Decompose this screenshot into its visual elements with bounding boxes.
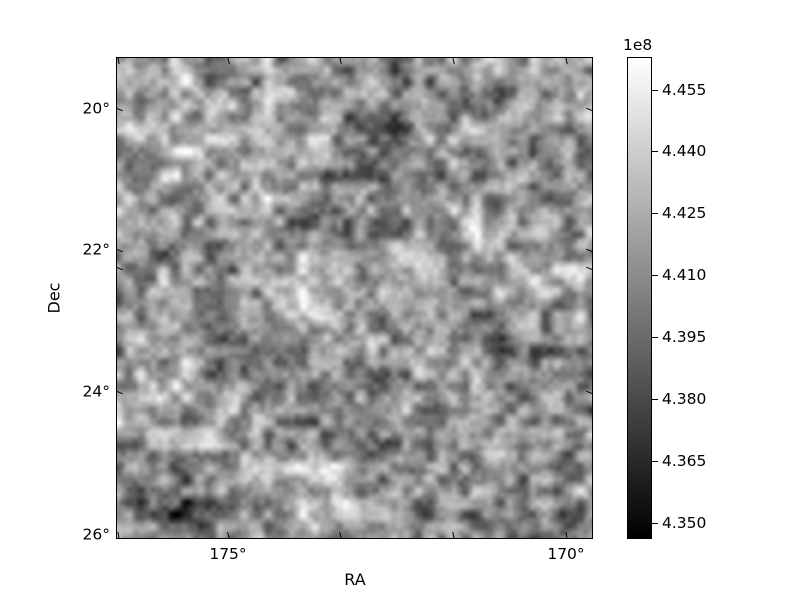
y-axis-ticklabel: 20° bbox=[82, 99, 110, 118]
colorbar-ticklabel: 4.395 bbox=[662, 328, 707, 346]
y-axis-ticklabel: 24° bbox=[82, 382, 110, 401]
colorbar-tickmark bbox=[652, 523, 658, 525]
colorbar-tickmark bbox=[652, 337, 658, 339]
x-axis-ticklabel: 170° bbox=[547, 545, 585, 563]
colorbar-ticklabel: 4.380 bbox=[662, 390, 707, 408]
x-axis-label: RA bbox=[344, 570, 366, 589]
y-axis-label: Dec bbox=[44, 282, 64, 314]
colorbar-ticklabel: 4.410 bbox=[662, 266, 707, 284]
colorbar-ticklabel: 4.350 bbox=[662, 514, 707, 532]
sky-image-axes[interactable] bbox=[116, 57, 593, 539]
colorbar-tickmark bbox=[652, 151, 658, 153]
colorbar-offset-text: 1e8 bbox=[623, 36, 653, 54]
colorbar-ticklabel: 4.425 bbox=[662, 204, 707, 222]
sky-heatmap-image bbox=[117, 58, 592, 538]
colorbar-tickmark bbox=[652, 399, 658, 401]
y-axis-ticklabel: 26° bbox=[82, 525, 110, 544]
y-axis-ticklabel: 22° bbox=[82, 240, 110, 259]
colorbar-tickmark bbox=[652, 213, 658, 215]
colorbar-tickmark bbox=[652, 90, 658, 92]
colorbar-ticklabel: 4.365 bbox=[662, 452, 707, 470]
colorbar-tickmark bbox=[652, 275, 658, 277]
colorbar-ticklabel: 4.440 bbox=[662, 142, 707, 160]
colorbar-tickmark bbox=[652, 461, 658, 463]
x-axis-ticklabel: 175° bbox=[209, 545, 247, 563]
colorbar-axes[interactable] bbox=[627, 57, 652, 539]
colorbar-ticklabel: 4.455 bbox=[662, 81, 707, 99]
